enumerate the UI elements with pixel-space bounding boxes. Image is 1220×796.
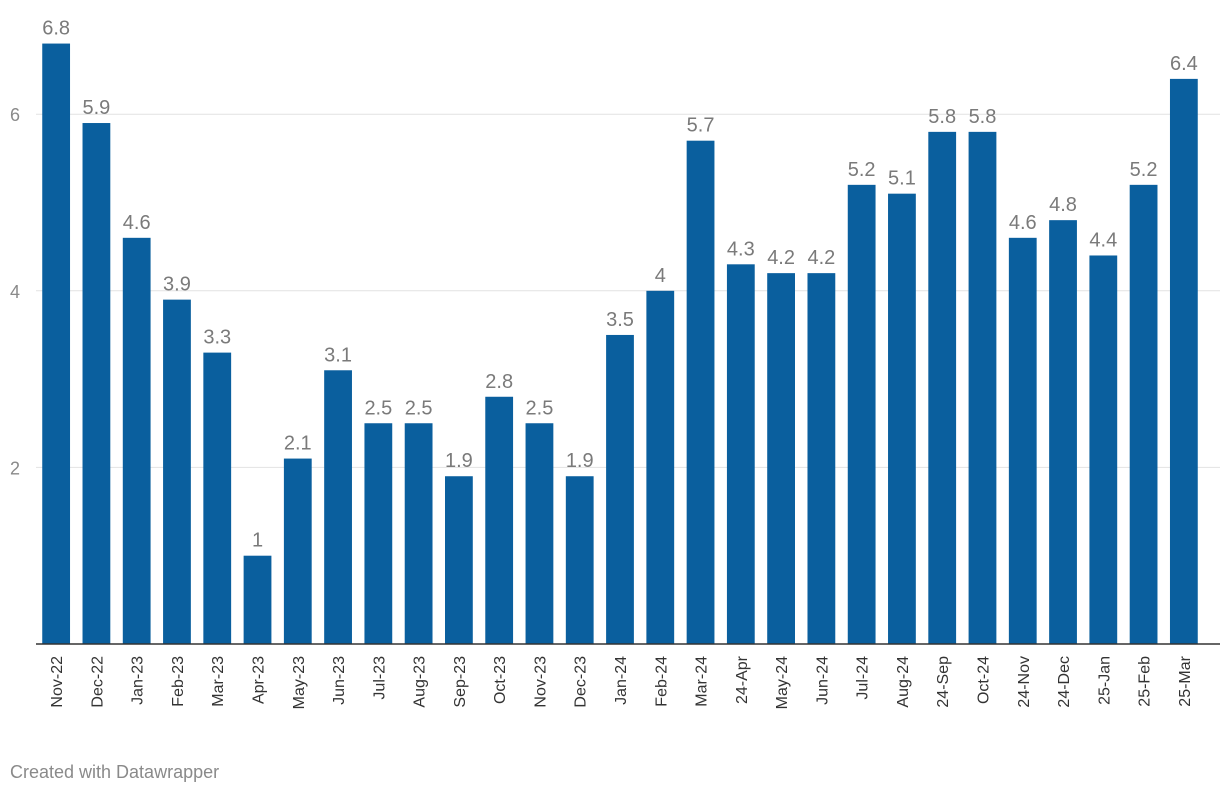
data-label: 6.8	[42, 18, 70, 40]
bar-Jul-23	[364, 423, 393, 644]
bar-24-Sep	[928, 131, 957, 645]
y-tick-label: 2	[10, 458, 20, 478]
bar-Jul-24	[847, 184, 876, 644]
data-label: 3.9	[163, 274, 191, 296]
bar-Oct-23	[485, 396, 514, 644]
x-tick-label: Oct-24	[975, 656, 992, 704]
data-label: 2.1	[284, 433, 312, 455]
bar-25-Jan	[1089, 255, 1118, 645]
x-tick-label: May-23	[291, 656, 308, 709]
data-label: 6.4	[1170, 53, 1198, 75]
x-tick-label: Sep-23	[452, 656, 469, 708]
bar-Aug-23	[404, 423, 433, 644]
data-labels: 6.8 5.9 4.6 3.9 3.3 1 2.1 3.1 2.5 2.5 1.9 2.8 2.5 1.9…	[42, 18, 1198, 552]
bar-Jan-24	[606, 334, 634, 644]
bar-May-23	[283, 458, 312, 644]
x-tick-label: Mar-23	[210, 656, 227, 707]
x-tick-label: Nov-23	[532, 656, 549, 708]
x-tick-label: 24-Nov	[1016, 656, 1033, 708]
data-label: 1.9	[445, 450, 473, 472]
x-tick-label: Feb-23	[170, 656, 187, 707]
bar-Nov-22	[42, 43, 71, 645]
data-label: 4.8	[1049, 194, 1077, 216]
data-label: 3.3	[203, 327, 231, 349]
bar-24-Nov	[1008, 237, 1037, 644]
x-tick-label: 24-Dec	[1056, 656, 1073, 708]
data-label: 2.5	[405, 397, 433, 419]
data-label: 4.6	[1009, 212, 1037, 234]
bar-25-Feb	[1129, 184, 1158, 644]
data-label: 5.8	[928, 106, 956, 128]
x-tick-label: 25-Mar	[1177, 655, 1194, 706]
y-tick-label: 6	[10, 105, 20, 125]
x-axis-ticks: Nov-22 Dec-22 Jan-23 Feb-23 Mar-23 Apr-23 May-…	[49, 655, 1194, 709]
x-tick-label: Feb-24	[653, 656, 670, 707]
bar-25-Mar	[1169, 78, 1198, 644]
data-label: 5.2	[1130, 159, 1158, 181]
bar-24-Apr	[726, 264, 755, 644]
x-tick-label: Aug-23	[412, 656, 429, 708]
bar-Mar-23	[203, 352, 232, 644]
x-tick-label: 24-Apr	[734, 655, 751, 704]
x-tick-label: Jan-23	[130, 656, 147, 705]
x-tick-label: Jun-23	[331, 656, 348, 705]
data-label: 4.6	[123, 212, 151, 234]
x-tick-label: Nov-22	[49, 656, 66, 708]
bar-Jun-23	[324, 370, 352, 644]
bar-Nov-23	[525, 423, 554, 644]
data-label: 2.5	[526, 397, 554, 419]
x-tick-label: Jul-23	[371, 656, 388, 700]
bar-Mar-24	[686, 140, 715, 644]
x-tick-label: Jul-24	[855, 656, 872, 700]
data-label: 2.8	[485, 371, 513, 393]
x-tick-label: Dec-22	[89, 656, 106, 708]
x-tick-label: Apr-23	[251, 656, 268, 704]
data-label: 5.7	[687, 115, 715, 137]
bar-Sep-23	[445, 476, 473, 644]
x-tick-label: Aug-24	[895, 656, 912, 708]
data-label: 5.2	[848, 159, 876, 181]
data-label: 2.5	[364, 397, 392, 419]
data-label: 1.9	[566, 450, 594, 472]
data-label: 4.2	[807, 247, 835, 269]
bar-Apr-23	[243, 555, 272, 644]
data-label: 1	[252, 530, 263, 552]
bars	[42, 43, 1198, 645]
data-label: 5.1	[888, 168, 916, 190]
x-tick-label: Oct-23	[492, 656, 509, 704]
x-tick-label: May-24	[774, 656, 791, 709]
bar-Feb-23	[163, 299, 191, 644]
x-tick-label: Jan-24	[613, 656, 630, 705]
data-label: 4.4	[1089, 229, 1117, 251]
bar-Aug-24	[888, 193, 916, 645]
data-label: 5.9	[83, 97, 111, 119]
data-label: 3.5	[606, 309, 634, 331]
data-label: 5.8	[969, 106, 997, 128]
bar-Jan-23	[122, 237, 151, 644]
x-tick-label: 25-Feb	[1137, 656, 1154, 707]
bar-May-24	[767, 273, 795, 644]
x-tick-label: Mar-24	[694, 656, 711, 707]
credit-text: Created with Datawrapper	[10, 762, 220, 782]
bar-Dec-22	[82, 123, 111, 644]
bar-24-Dec	[1049, 220, 1077, 644]
data-label: 4.3	[727, 238, 755, 260]
bar-Dec-23	[565, 476, 594, 644]
x-tick-label: Dec-23	[573, 656, 590, 708]
data-label: 4.2	[767, 247, 795, 269]
bar-Jun-24	[807, 273, 836, 644]
x-tick-label: Jun-24	[814, 656, 831, 705]
y-tick-label: 4	[10, 282, 20, 302]
bar-Oct-24	[968, 131, 997, 645]
x-tick-label: 25-Jan	[1096, 656, 1113, 705]
bar-Feb-24	[646, 290, 675, 644]
x-tick-label: 24-Sep	[935, 656, 952, 708]
data-label: 4	[655, 265, 666, 287]
data-label: 3.1	[324, 344, 352, 366]
